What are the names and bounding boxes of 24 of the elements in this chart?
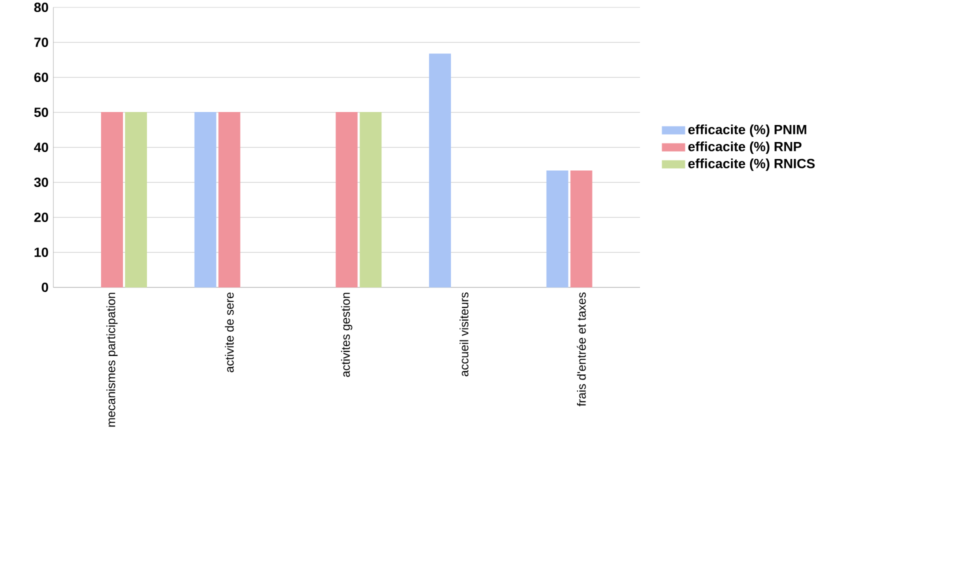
legend-label: efficacite (%) RNP — [688, 141, 802, 154]
bar — [218, 112, 240, 288]
y-tick-label: 10 — [34, 248, 48, 258]
y-tick-label: 30 — [34, 178, 48, 188]
y-tick-label: 80 — [34, 2, 48, 12]
x-tick-label: frais d'entrée et taxes — [576, 292, 586, 406]
bar — [194, 112, 216, 288]
y-tick-label: 40 — [34, 142, 48, 152]
x-tick-label: activites gestion — [341, 292, 352, 377]
x-tick-label: mecanismes participation — [106, 292, 118, 427]
bar — [101, 112, 123, 288]
y-tick-label: 0 — [42, 282, 48, 292]
bar — [429, 54, 451, 288]
y-tick-label: 70 — [34, 38, 48, 48]
legend-label: efficacite (%) RNICS — [688, 158, 815, 171]
legend-label: efficacite (%) PNIM — [688, 124, 806, 137]
y-tick-label: 50 — [34, 108, 48, 118]
y-tick-label: 60 — [34, 72, 48, 82]
bar — [546, 170, 568, 288]
x-tick-label: activite de sere — [224, 292, 234, 372]
bar — [570, 170, 592, 288]
bar — [336, 112, 358, 288]
y-tick-label: 20 — [34, 212, 48, 222]
x-tick-label: accueil visiteurs — [460, 292, 468, 376]
